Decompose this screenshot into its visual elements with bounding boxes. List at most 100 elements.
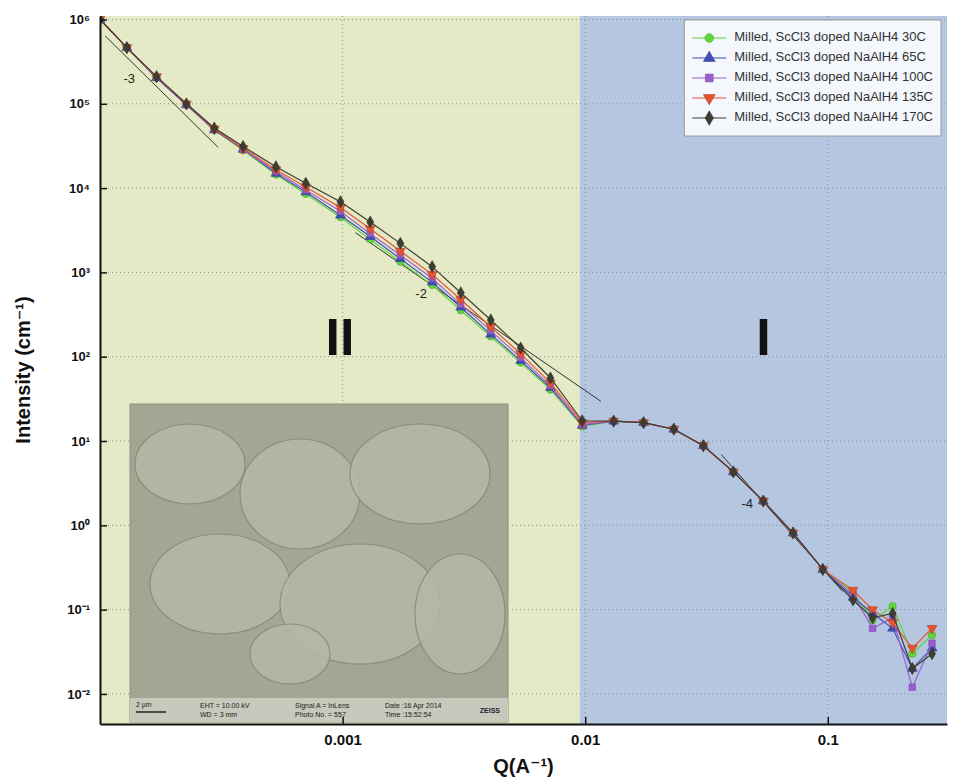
series-marker [849, 594, 856, 606]
y-tick-label: 10⁴ [69, 181, 90, 196]
series-marker [670, 423, 677, 435]
y-tick: 10¹ [71, 434, 107, 449]
x-axis: 0.001 0.01 0.1 [101, 717, 948, 748]
inset-info-bar [130, 698, 508, 722]
series-marker [907, 645, 917, 654]
slope-label: -3 [123, 71, 135, 86]
x-tick-label: 0.01 [571, 731, 600, 748]
y-axis-title: Intensity (cm⁻¹) [12, 296, 34, 443]
y-tick-mark [100, 104, 107, 106]
slope-guide [721, 455, 842, 592]
series-marker [909, 684, 915, 690]
series-marker [927, 625, 937, 634]
inset-grain [150, 534, 290, 634]
y-tick: 10⁻¹ [67, 602, 107, 617]
series-marker [700, 440, 707, 452]
series-marker [547, 372, 554, 384]
y-tick-label: 10³ [71, 265, 90, 280]
series-marker [909, 663, 916, 675]
y-tick-label: 10⁰ [71, 518, 90, 533]
inset-scale-bar [136, 711, 166, 713]
x-tick-mark [342, 717, 344, 724]
inset-field: Photo No. = 557 [295, 711, 346, 718]
inset-grain [415, 554, 505, 674]
series-marker [579, 415, 586, 427]
series-marker [302, 177, 309, 189]
region [100, 16, 580, 724]
legend-swatch-marker [705, 111, 713, 125]
y-tick-label: 10⁵ [69, 96, 90, 111]
inset-field: WD = 3 mm [200, 711, 237, 718]
region-label: II [325, 308, 354, 366]
inset-scale-text: 2 µm [136, 701, 152, 709]
series-line [100, 19, 932, 668]
y-axis-line [100, 17, 102, 725]
y-tick: 10³ [71, 265, 107, 280]
inset-logo: ZEISS [480, 707, 501, 714]
y-tick: 10⁴ [69, 181, 107, 196]
series-marker [123, 42, 130, 54]
y-tick-label: 10⁻¹ [67, 602, 90, 617]
legend: Milled, ScCl3 doped NaAlH4 30CMilled, Sc… [684, 20, 941, 136]
region-label: I [756, 308, 770, 366]
series-marker [819, 563, 826, 575]
inset-grain [350, 424, 490, 524]
series-marker [272, 161, 279, 173]
y-tick-label: 10⁻² [67, 687, 90, 702]
series [100, 16, 936, 675]
inset-image [130, 404, 508, 722]
inset-field: Signal A = InLens [295, 702, 350, 710]
series-marker [457, 287, 464, 299]
series-marker [929, 648, 936, 660]
series-marker [487, 314, 494, 326]
series-marker [183, 98, 190, 110]
grid-line-x [585, 16, 586, 724]
series-marker [517, 342, 524, 354]
y-tick-mark [100, 188, 107, 190]
x-axis-title: Q(A⁻¹) [493, 755, 554, 777]
inset-grain [240, 439, 360, 549]
annotations: -3-2-4III [123, 71, 770, 512]
series-marker [337, 196, 344, 208]
legend-label: Milled, ScCl3 doped NaAlH4 65C [734, 49, 925, 64]
y-tick: 10⁶ [70, 12, 107, 27]
series-marker [869, 612, 876, 624]
y-tick: 10⁰ [71, 518, 107, 533]
grid-line-y [100, 188, 947, 189]
y-tick-label: 10⁶ [70, 12, 90, 27]
series-marker [240, 140, 247, 152]
series-line [100, 19, 932, 668]
x-tick: 0.001 [324, 717, 362, 748]
legend-label: Milled, ScCl3 doped NaAlH4 100C [734, 69, 933, 84]
series-marker [429, 261, 436, 273]
series [100, 17, 937, 654]
x-tick-mark [585, 717, 587, 724]
x-axis-line [101, 724, 948, 726]
series-marker [730, 466, 737, 478]
slope-guide [105, 36, 218, 148]
inset: 2 µmEHT = 10.00 kVWD = 3 mmSignal A = In… [130, 404, 508, 722]
y-tick-label: 10¹ [71, 434, 90, 449]
x-tick: 0.1 [818, 717, 839, 748]
series-marker [610, 415, 617, 427]
series-marker [889, 607, 896, 619]
slope-guide [355, 233, 600, 402]
series-line [100, 19, 932, 687]
y-tick-label: 10² [71, 349, 90, 364]
chart: 2 µmEHT = 10.00 kVWD = 3 mmSignal A = In… [0, 0, 955, 783]
y-tick-mark [100, 441, 107, 443]
series-marker [760, 495, 767, 507]
regions [100, 16, 947, 724]
y-tick: 10⁻² [67, 687, 107, 702]
legend-swatch-marker [703, 51, 715, 61]
y-tick: 10⁵ [69, 96, 107, 111]
legend-box [684, 20, 941, 136]
y-tick: 10² [71, 349, 107, 364]
series-marker [153, 71, 160, 83]
series-marker [790, 527, 797, 539]
legend-swatch-marker [705, 74, 713, 82]
x-tick-label: 0.001 [324, 731, 362, 748]
legend-swatch-marker [705, 34, 714, 43]
y-tick-mark [100, 525, 107, 527]
legend-label: Milled, ScCl3 doped NaAlH4 170C [734, 109, 933, 124]
